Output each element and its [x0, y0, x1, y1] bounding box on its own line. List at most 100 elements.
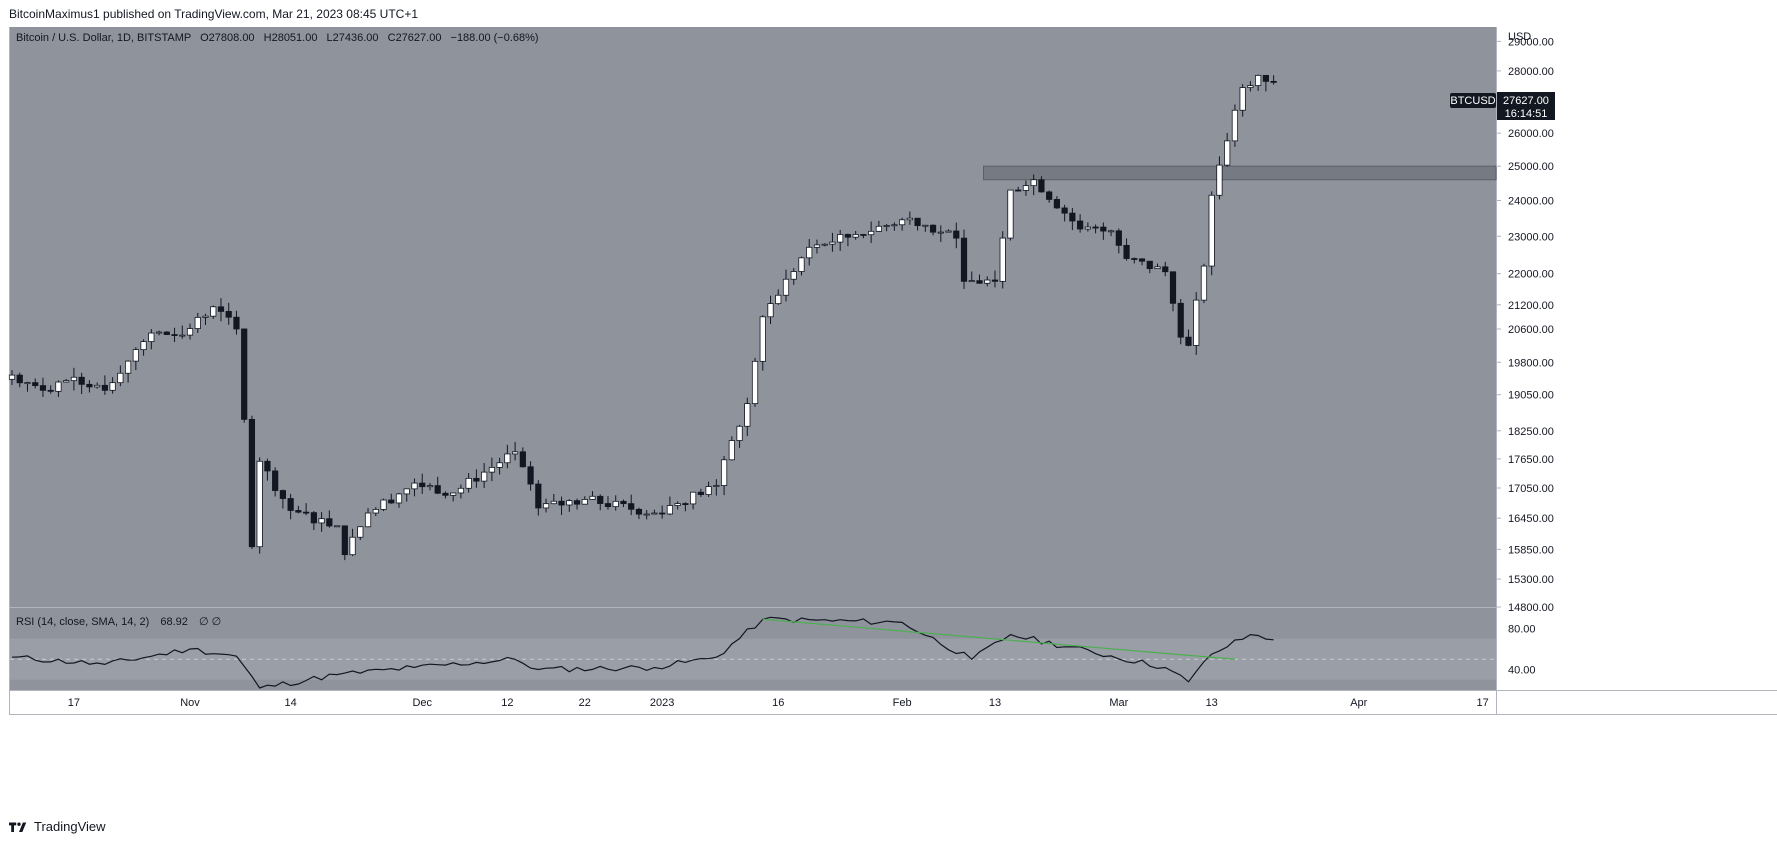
- candle-body: [1239, 87, 1246, 111]
- candle-body: [751, 360, 759, 405]
- candle-body: [1123, 244, 1130, 259]
- rsi-axis[interactable]: 80.00 40.00: [1508, 624, 1536, 677]
- candle-body: [806, 246, 813, 259]
- candle-body: [1007, 189, 1014, 239]
- time-tick-label: Apr: [1350, 697, 1367, 709]
- candle-body: [604, 503, 612, 508]
- rsi-line: [11, 616, 1274, 689]
- candle-body: [78, 376, 85, 385]
- candle-body: [1107, 230, 1115, 233]
- candle-body: [512, 451, 519, 455]
- candle-body: [179, 334, 186, 337]
- candle-body: [256, 460, 263, 548]
- candle-body: [960, 237, 968, 282]
- time-axis[interactable]: 17 Nov 14 Dec 12 22 2023 16 Feb 13 Mar 13 Apr 17: [68, 697, 1489, 709]
- candle-body: [202, 315, 209, 318]
- candle-body: [875, 225, 882, 232]
- candle-body: [527, 466, 534, 485]
- candle-body: [426, 485, 434, 488]
- price-tag[interactable]: BTCUSD 27627.00 16:14:51: [1450, 92, 1555, 120]
- candle-body: [39, 385, 47, 391]
- candle-body: [310, 512, 317, 524]
- candle-body: [1231, 109, 1239, 142]
- rsi-extra: ∅ ∅: [199, 616, 221, 628]
- candle-body: [1115, 230, 1122, 246]
- candle-body: [1185, 336, 1192, 346]
- candle-body: [651, 512, 658, 515]
- candle-body: [813, 244, 821, 248]
- time-tick-label: 13: [1206, 697, 1218, 709]
- tradingview-logo-icon: [9, 822, 27, 832]
- candle-body: [341, 525, 348, 556]
- candle-body: [1077, 220, 1084, 230]
- candle-body: [519, 451, 526, 468]
- candle-body: [1138, 258, 1146, 262]
- candle-body: [821, 243, 828, 246]
- candle-body: [790, 271, 797, 280]
- rsi-value: 68.92: [160, 616, 188, 628]
- price-axis[interactable]: 29000.0028000.0027000.0026000.0025000.00…: [1496, 36, 1554, 614]
- candle-body: [612, 500, 619, 508]
- candle-body: [364, 512, 372, 528]
- rsi-legend: RSI (14, close, SMA, 14, 2) 68.92 ∅ ∅: [16, 616, 221, 628]
- candle-body: [953, 230, 960, 239]
- candle-body: [1154, 266, 1161, 270]
- candle-body: [852, 234, 859, 238]
- price-tick-label: 19050.00: [1508, 390, 1554, 402]
- footer-brand[interactable]: TradingView: [9, 819, 106, 834]
- support-zone[interactable]: [983, 165, 1497, 181]
- candle-body: [1015, 189, 1022, 192]
- candle-body: [1177, 302, 1184, 338]
- time-tick-label: 22: [579, 697, 591, 709]
- legend-high: 28051.00: [272, 32, 318, 44]
- price-axis-unit: USD: [1508, 31, 1531, 43]
- price-tick-label: 25000.00: [1508, 161, 1554, 173]
- candle-body: [535, 483, 542, 509]
- candle-body: [860, 234, 867, 236]
- publisher-line: BitcoinMaximus1 published on TradingView…: [9, 7, 419, 21]
- legend-open: 27808.00: [209, 32, 255, 44]
- candle-body: [388, 499, 395, 504]
- candle-body: [759, 316, 766, 362]
- candle-body: [798, 257, 805, 272]
- candle-body: [573, 500, 581, 505]
- legend-open-label: O: [200, 32, 209, 44]
- candle-body: [929, 224, 937, 233]
- candle-body: [844, 234, 852, 238]
- candle-body: [473, 477, 480, 482]
- candle-body: [140, 341, 147, 351]
- candle-body: [303, 511, 310, 514]
- candle-body: [984, 279, 991, 284]
- price-tag-countdown: 16:14:51: [1505, 108, 1548, 120]
- candle-body: [241, 328, 248, 420]
- price-pane[interactable]: [10, 27, 1496, 607]
- candle-body: [1053, 199, 1060, 209]
- candle-body: [171, 334, 178, 336]
- candle-body: [597, 495, 604, 504]
- candle-body: [16, 374, 23, 384]
- legend-change: −188.00 (−0.68%): [451, 32, 539, 44]
- candle-body: [728, 440, 735, 461]
- candle-body: [55, 381, 62, 392]
- candle-body: [101, 384, 108, 391]
- candle-body: [550, 500, 557, 505]
- candle-body: [1061, 207, 1068, 214]
- legend-close: 27627.00: [396, 32, 442, 44]
- candle-body: [24, 382, 31, 385]
- candle-body: [1146, 260, 1153, 270]
- time-tick-label: 16: [772, 697, 784, 709]
- price-tick-label: 24000.00: [1508, 196, 1554, 208]
- candle-body: [945, 230, 952, 233]
- candle-body: [558, 500, 565, 506]
- candle-body: [333, 525, 341, 528]
- candle-body: [380, 499, 387, 510]
- time-tick-label: 13: [989, 697, 1001, 709]
- candle-body: [411, 482, 418, 490]
- candle-body: [666, 505, 674, 515]
- price-tick-label: 18250.00: [1508, 426, 1554, 438]
- time-tick-label: 12: [501, 697, 513, 709]
- candle-body: [496, 462, 503, 468]
- rsi-trendline[interactable]: [762, 618, 1235, 660]
- candle-body: [705, 486, 712, 495]
